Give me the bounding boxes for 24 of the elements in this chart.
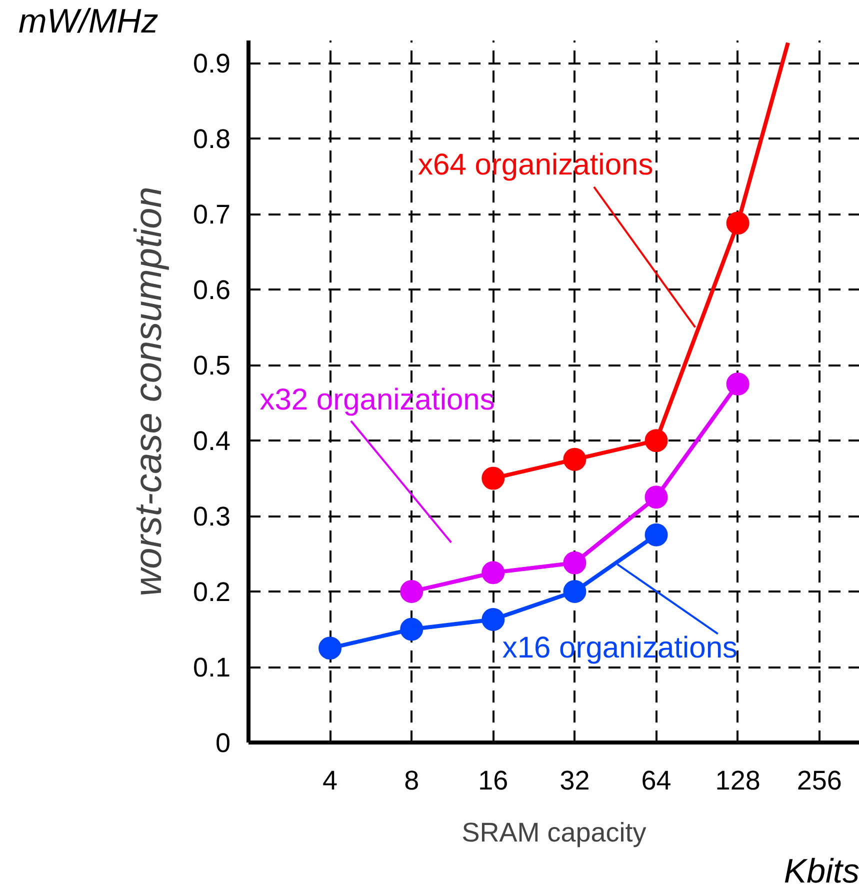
text: mW/MHz bbox=[18, 2, 158, 40]
legend-label: x16 organizations bbox=[502, 632, 738, 665]
y-axis-title: worst-case consumption bbox=[128, 186, 170, 596]
x-tick-label: 32 bbox=[560, 766, 590, 796]
y-tick-label: 0.9 bbox=[192, 48, 231, 79]
x-tick-label: 256 bbox=[796, 766, 842, 796]
y-tick-label: 0.5 bbox=[192, 350, 231, 381]
x-tick-label: 64 bbox=[641, 766, 672, 796]
x-tick-label: 16 bbox=[478, 766, 508, 796]
y-tick-label: 0.2 bbox=[192, 577, 231, 608]
text: x64 organizations bbox=[418, 148, 654, 182]
y-tick-label: 0.8 bbox=[192, 124, 231, 154]
x-tick-label: 128 bbox=[715, 766, 760, 796]
text: Kbits bbox=[784, 852, 859, 890]
x-tick-label: 8 bbox=[404, 766, 420, 796]
x-tick-label: 4 bbox=[322, 766, 338, 796]
y-tick-label: 0.7 bbox=[192, 200, 231, 230]
y-tick-label: 0.4 bbox=[192, 426, 231, 456]
y-tick-label: 0.1 bbox=[192, 652, 231, 683]
y-tick-label: 0.6 bbox=[192, 275, 231, 306]
y-tick-label: 0.3 bbox=[192, 502, 231, 532]
text: x32 organizations bbox=[260, 383, 495, 416]
x-axis-title: SRAM capacity bbox=[462, 818, 647, 848]
y-tick-label: 0 bbox=[215, 728, 231, 758]
